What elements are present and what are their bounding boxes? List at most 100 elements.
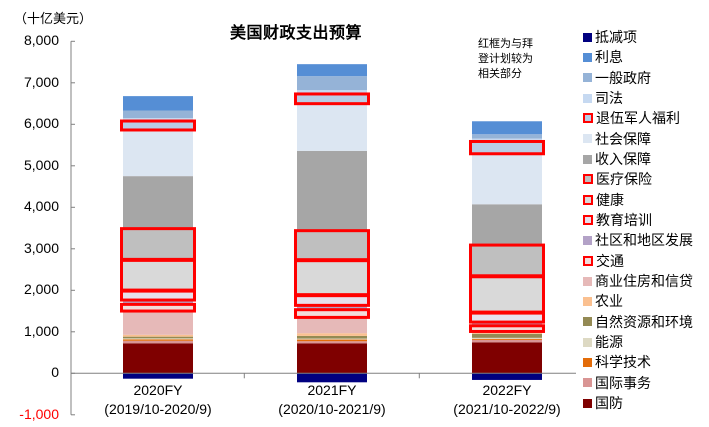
x-category-label: 2020FY (2019/10-2020/9) <box>78 381 238 419</box>
legend-label: 交通 <box>596 253 624 270</box>
y-tick-label: 3,000 <box>23 239 59 256</box>
bar-segment: 2020FY 交通: 185 <box>123 303 193 312</box>
legend-swatch-highlighted <box>583 215 593 226</box>
legend-label: 自然资源和环境 <box>595 314 693 331</box>
legend-swatch <box>583 276 592 286</box>
bar-segment: 2022FY 农业: 25 <box>472 332 542 334</box>
legend-label: 利息 <box>595 50 623 67</box>
fiscal-period-label: (2021/10-2022/9) <box>453 401 561 417</box>
x-category-label: 2022FY (2021/10-2022/9) <box>427 381 587 419</box>
y-tick-label: 2,000 <box>23 281 59 298</box>
bar-segment: 2022FY 国防: 747 <box>472 342 542 374</box>
legend-item: 农业 <box>583 291 693 311</box>
bar-segment: 2021FY 收入保障: 1911 <box>297 150 367 231</box>
legend-item: 交通 <box>583 251 693 271</box>
bar-segment: 2022FY 社区和地区发展: 65 <box>472 322 542 326</box>
legend-swatch-highlighted <box>583 174 593 185</box>
bar-segment: 2021FY 农业: 65 <box>297 333 367 336</box>
legend-label: 医疗保险 <box>596 172 652 189</box>
bar-segment: 2022FY 利息: 313 <box>472 121 542 135</box>
legend: 抵减项 利息 一般政府 司法 退伍军人福利 社会保障 收入保障 医疗保险 健康 教育培训 社区和地区… <box>583 27 693 413</box>
legend-label: 国防 <box>595 396 623 413</box>
bar-segment: 2020FY 科学技术: 35 <box>123 339 193 341</box>
legend-swatch <box>583 235 592 245</box>
legend-swatch <box>583 73 592 83</box>
fiscal-year-label: 2022FY <box>482 382 532 398</box>
bar-segment: 2020FY 自然资源和环境: 40 <box>123 336 193 339</box>
fiscal-period-label: (2020/10-2021/9) <box>278 401 386 417</box>
highlight-box <box>120 227 196 261</box>
bar-segment: 2022FY 科学技术: 25 <box>472 338 542 340</box>
bar-segment: 2021FY 交通: 210 <box>297 309 367 318</box>
bar-segment: 2020FY 抵减项: -130 <box>123 373 193 379</box>
y-axis-unit-label: （十亿美元） <box>14 12 93 27</box>
highlight-box <box>469 139 545 156</box>
y-tick-label: 1,000 <box>23 322 59 339</box>
bar-segment: 2022FY 一般政府: 104 <box>472 134 542 139</box>
bar-segment: 2022FY 国际事务: 58 <box>472 339 542 343</box>
y-tick-label: -1,000 <box>19 405 59 422</box>
highlight-box <box>294 308 370 319</box>
legend-item: 教育培训 <box>583 210 693 230</box>
x-category-label: 2021FY (2020/10-2021/9) <box>252 381 412 419</box>
legend-swatch <box>583 398 592 408</box>
annotation-line: 红框为与拜 <box>478 37 533 50</box>
bar-segment: 2021FY 抵减项: -217 <box>297 373 367 383</box>
axes-group <box>70 40 576 416</box>
y-tick-label: 7,000 <box>23 73 59 90</box>
legend-label: 能源 <box>595 335 623 352</box>
fiscal-period-label: (2019/10-2020/9) <box>104 401 212 417</box>
legend-item: 能源 <box>583 332 693 352</box>
bar-segment: 2020FY 教育培训: 240 <box>123 290 193 301</box>
legend-label: 收入保障 <box>595 152 651 169</box>
bar-segment: 2021FY 科学技术: 40 <box>297 339 367 342</box>
bar-segment: 2020FY 利息: 347 <box>123 96 193 111</box>
legend-item: 社区和地区发展 <box>583 230 693 250</box>
legend-label: 农业 <box>595 294 623 311</box>
bar-segment: 2021FY 利息: 289 <box>297 64 367 77</box>
bar-segment: 2021FY 国防: 723 <box>297 343 367 374</box>
legend-item: 社会保障 <box>583 129 693 149</box>
bars-group: 2020FY 国防: 7232020FY 国际事务: 602020FY 科学技术… <box>120 64 545 383</box>
legend-item: 抵减项 <box>583 27 693 47</box>
highlight-box <box>120 119 196 132</box>
legend-item: 一般政府 <box>583 68 693 88</box>
legend-swatch-highlighted <box>583 194 593 205</box>
bar-segment: 2021FY 能源: 25 <box>297 338 367 340</box>
annotation-note: 红框为与拜 登计划较为 相关部分 <box>478 36 548 81</box>
bar-segment: 2020FY 退伍军人福利: 240 <box>123 120 193 131</box>
bar-segment: 2022FY 健康: 875 <box>472 276 542 313</box>
legend-swatch-highlighted <box>583 255 593 266</box>
legend-item: 收入保障 <box>583 149 693 169</box>
legend-label: 司法 <box>595 91 623 108</box>
legend-item: 国际事务 <box>583 373 693 393</box>
bar-segment: 2022FY 抵减项: -160 <box>472 373 542 380</box>
bar-segment: 2021FY 司法: 80 <box>297 90 367 94</box>
legend-swatch <box>583 337 592 347</box>
bar-segment: 2022FY 医疗保险: 764 <box>472 244 542 277</box>
bar-segment: 2021FY 退伍军人福利: 258 <box>297 93 367 105</box>
bar-segment: 2022FY 收入保障: 971 <box>472 204 542 245</box>
legend-item: 商业住房和信贷 <box>583 271 693 291</box>
legend-swatch <box>583 154 592 164</box>
bar-segment: 2020FY 医疗保险: 765 <box>123 228 193 260</box>
bar-segment: 2020FY 收入保障: 1253 <box>123 176 193 229</box>
bar-segment: 2022FY 能源: 25 <box>472 337 542 339</box>
legend-label: 退伍军人福利 <box>596 111 680 128</box>
bar-segment: 2021FY 教育培训: 258 <box>297 295 367 306</box>
bar-segment: 2022FY 交通: 161 <box>472 325 542 332</box>
highlight-box <box>120 302 196 313</box>
legend-label: 一般政府 <box>595 70 651 87</box>
legend-label: 抵减项 <box>595 30 637 47</box>
legend-label: 国际事务 <box>595 375 651 392</box>
fiscal-year-label: 2020FY <box>133 382 183 398</box>
legend-item: 国防 <box>583 393 693 413</box>
chart-title: 美国财政支出预算 <box>230 23 363 42</box>
bar-segment: 2022FY 退伍军人福利: 320 <box>472 140 542 155</box>
y-tick-label: 8,000 <box>23 32 59 49</box>
legend-swatch-highlighted <box>583 113 593 124</box>
annotation-line: 相关部分 <box>478 67 522 80</box>
bar-segment: 2021FY 自然资源和环境: 63 <box>297 335 367 339</box>
highlight-box <box>469 243 545 278</box>
